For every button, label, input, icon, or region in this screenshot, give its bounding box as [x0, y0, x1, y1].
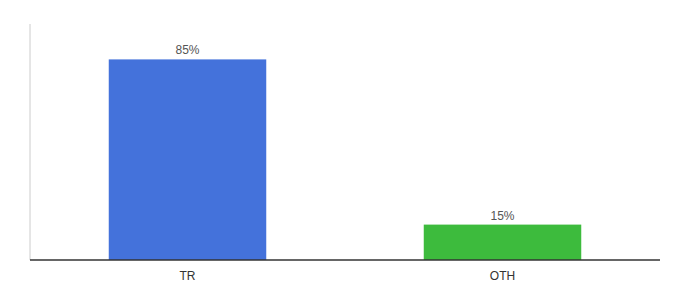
labels: 85% 15% — [175, 43, 514, 222]
x-axis-line — [30, 259, 660, 261]
x-tick-label: OTH — [490, 269, 515, 283]
chart-container: 85% 15% TR OTH — [0, 0, 680, 300]
data-label: 85% — [175, 43, 199, 57]
x-tick-label: TR — [180, 269, 196, 283]
chart: 85% 15% TR OTH — [0, 0, 680, 300]
bar — [424, 225, 582, 260]
bars — [109, 59, 582, 260]
data-label: 15% — [490, 209, 514, 223]
bar — [109, 59, 267, 260]
page: {"chart_data": {"type": "bar", "categori… — [0, 0, 680, 300]
y-axis-line — [30, 24, 31, 260]
